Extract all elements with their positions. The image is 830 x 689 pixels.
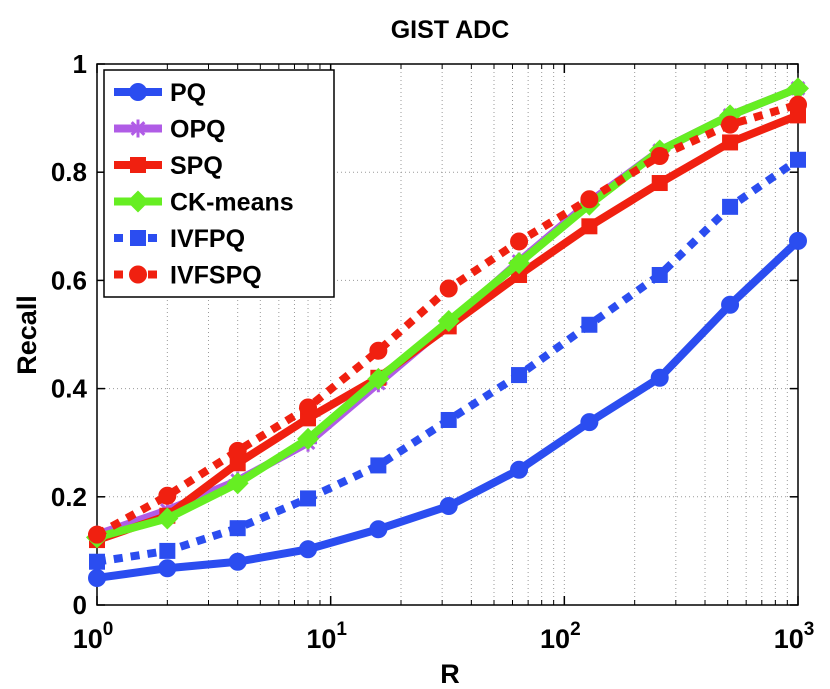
legend-entry: SPQ bbox=[114, 152, 223, 180]
data-point bbox=[299, 540, 318, 559]
series-ivfpq bbox=[89, 151, 806, 570]
data-point bbox=[650, 146, 669, 165]
legend-entry: CK-means bbox=[114, 189, 294, 217]
legend-box bbox=[103, 69, 335, 298]
data-point bbox=[650, 368, 669, 387]
data-point bbox=[789, 95, 807, 114]
data-point bbox=[229, 520, 246, 537]
data-point bbox=[787, 77, 809, 100]
data-point bbox=[580, 190, 599, 209]
data-point bbox=[156, 507, 179, 530]
data-point bbox=[580, 413, 599, 432]
data-point bbox=[508, 252, 531, 275]
legend-entry: IVFSPQ bbox=[114, 262, 262, 290]
data-point bbox=[158, 486, 177, 505]
legend-marker bbox=[129, 119, 147, 138]
data-point bbox=[228, 441, 247, 460]
data-point bbox=[159, 542, 176, 559]
legend-label: IVFSPQ bbox=[170, 262, 262, 290]
y-tick-label: 1 bbox=[73, 49, 87, 79]
legend-entry: OPQ bbox=[114, 116, 226, 144]
data-point bbox=[158, 559, 177, 578]
legend-label: PQ bbox=[170, 79, 206, 107]
data-point bbox=[651, 266, 668, 283]
y-tick-label: 0.2 bbox=[51, 482, 87, 512]
data-point bbox=[370, 457, 387, 474]
legend-marker bbox=[130, 157, 146, 173]
legend-entry: PQ bbox=[114, 79, 206, 107]
legend-marker bbox=[130, 230, 146, 246]
data-point bbox=[440, 411, 457, 428]
data-point bbox=[439, 279, 458, 298]
legend-label: CK-means bbox=[170, 189, 294, 217]
x-tick-label: 102 bbox=[540, 619, 581, 654]
y-tick-label: 0.8 bbox=[51, 157, 87, 187]
legend-label: SPQ bbox=[170, 152, 223, 180]
data-point bbox=[88, 525, 106, 544]
data-point bbox=[369, 520, 388, 539]
data-point bbox=[511, 367, 528, 384]
data-point bbox=[299, 398, 318, 417]
y-tick-label: 0 bbox=[73, 590, 87, 620]
legend-entry: IVFPQ bbox=[114, 225, 245, 253]
chart-title: GIST ADC bbox=[391, 16, 510, 44]
data-point bbox=[722, 198, 739, 215]
series-ck-means bbox=[86, 77, 809, 549]
data-point bbox=[581, 218, 598, 235]
legend: PQ OPQ SPQ CK-means IVFPQ IVFSPQ bbox=[103, 69, 335, 298]
series-pq bbox=[88, 231, 807, 587]
series-ivfspq bbox=[88, 95, 807, 544]
data-point bbox=[367, 367, 390, 390]
x-tick-label: 101 bbox=[306, 619, 347, 654]
data-point bbox=[228, 552, 247, 571]
data-point bbox=[789, 231, 807, 250]
data-point bbox=[88, 568, 106, 587]
data-point bbox=[721, 115, 740, 134]
series-lines bbox=[86, 77, 809, 587]
x-axis-label: R bbox=[440, 659, 460, 689]
axes: 0 0.2 0.4 0.6 0.8 1 100 101 102 103 bbox=[51, 49, 814, 654]
legend-marker bbox=[129, 83, 147, 101]
data-point bbox=[229, 455, 246, 472]
data-point bbox=[510, 460, 529, 479]
data-point bbox=[581, 316, 598, 333]
data-point bbox=[89, 553, 105, 570]
data-point bbox=[226, 472, 249, 495]
data-point bbox=[297, 427, 320, 450]
data-point bbox=[721, 295, 740, 314]
y-axis-label: Recall bbox=[12, 295, 42, 375]
data-point bbox=[722, 134, 739, 151]
legend-marker bbox=[127, 190, 149, 213]
data-point bbox=[300, 490, 317, 507]
x-tick-label: 103 bbox=[774, 619, 815, 654]
y-tick-label: 0.4 bbox=[51, 374, 88, 404]
x-tick-label: 100 bbox=[73, 619, 114, 654]
data-point bbox=[790, 151, 806, 168]
legend-marker bbox=[129, 265, 147, 284]
data-point bbox=[437, 309, 460, 332]
data-point bbox=[439, 496, 458, 515]
data-point bbox=[369, 341, 388, 360]
data-point bbox=[510, 232, 529, 251]
data-point bbox=[651, 175, 668, 192]
y-tick-label: 0.6 bbox=[51, 265, 87, 295]
plot-frame bbox=[96, 63, 799, 606]
legend-label: OPQ bbox=[170, 116, 226, 144]
legend-label: IVFPQ bbox=[170, 225, 245, 253]
